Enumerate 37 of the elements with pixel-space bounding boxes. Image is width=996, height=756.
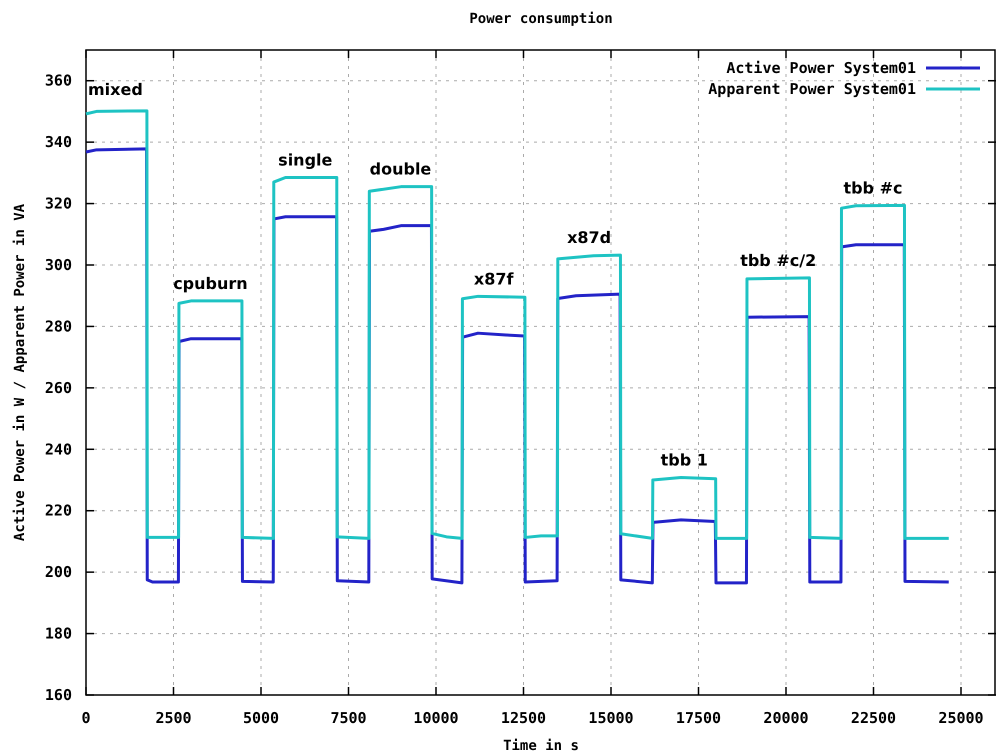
annotation: x87d	[567, 228, 612, 248]
annotation: double	[370, 160, 432, 179]
annotation: tbb #c	[843, 178, 902, 198]
x-tick-label: 20000	[763, 709, 809, 727]
x-tick-label: 0	[81, 709, 91, 727]
x-tick-label: 22500	[850, 709, 896, 727]
y-tick-label: 240	[44, 440, 72, 458]
y-tick-label: 180	[44, 624, 72, 643]
legend-label: Active Power System01	[726, 59, 916, 77]
y-tick-label: 200	[44, 563, 72, 582]
annotation: tbb 1	[660, 450, 708, 470]
y-tick-label: 320	[44, 194, 72, 213]
x-tick-label: 17500	[676, 709, 722, 727]
x-tick-label: 5000	[242, 709, 280, 727]
x-tick-label: 7500	[330, 709, 367, 727]
annotation: mixed	[88, 80, 143, 99]
y-tick-label: 260	[44, 378, 72, 397]
legend-label: Apparent Power System01	[708, 80, 916, 98]
x-tick-label: 10000	[413, 709, 459, 727]
x-tick-label: 12500	[500, 709, 546, 727]
annotation: cpuburn	[173, 274, 248, 293]
y-tick-label: 300	[44, 256, 72, 274]
y-tick-label: 280	[44, 317, 72, 336]
x-axis-title: Time in s	[503, 738, 579, 754]
x-tick-label: 2500	[155, 709, 192, 727]
y-tick-label: 160	[44, 686, 72, 704]
x-tick-label: 15000	[588, 709, 634, 727]
line-series	[84, 109, 950, 540]
annotation: x87f	[474, 269, 514, 288]
annotation: tbb #c/2	[740, 250, 816, 270]
y-axis-title: Active Power in W / Apparent Power in VA	[12, 203, 28, 542]
chart-title: Power consumption	[469, 11, 613, 27]
y-tick-label: 360	[44, 72, 72, 90]
y-tick-label: 220	[44, 502, 72, 520]
y-tick-label: 340	[44, 133, 72, 152]
annotation: single	[278, 150, 333, 170]
x-tick-label: 25000	[938, 709, 984, 727]
